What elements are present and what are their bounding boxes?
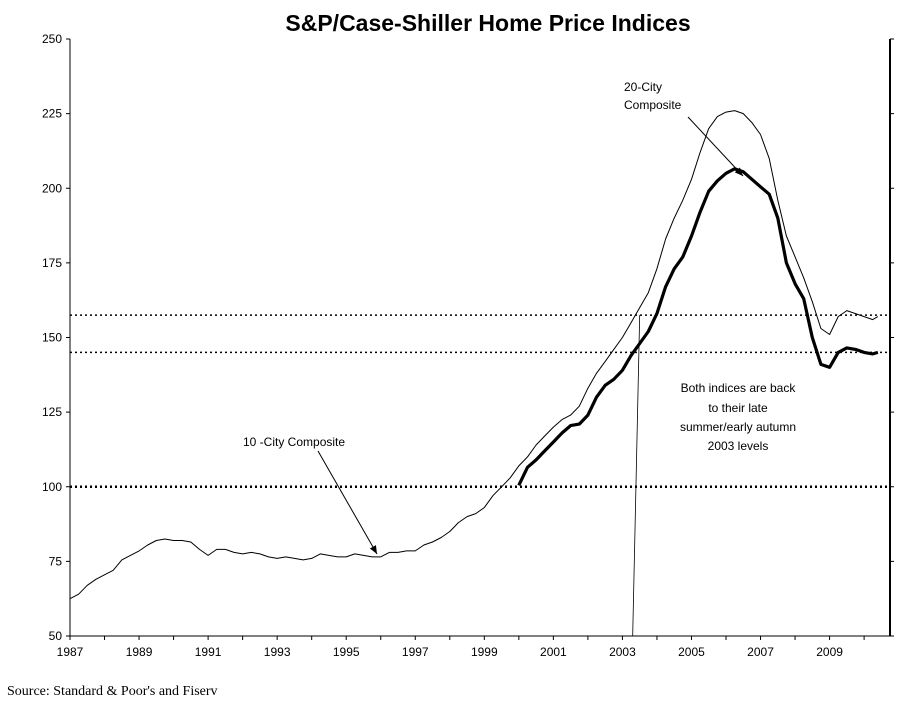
annotation-both-indices-line: summer/early autumn: [680, 420, 796, 434]
annotation-10-city: 10 -City Composite: [243, 435, 345, 449]
home-price-chart: S&P/Case-Shiller Home Price Indices 50 75…: [42, 10, 894, 659]
x-tick-label: 2009: [816, 645, 843, 659]
series-line-20-city: [517, 167, 879, 486]
y-tick-label: 225: [42, 107, 62, 121]
x-tick-label: 1987: [57, 645, 84, 659]
series-line-10-city: [69, 110, 879, 600]
y-tick-label: 50: [49, 629, 63, 643]
reference-line-vertical: [632, 315, 641, 637]
annotation-both-indices-line: to their late: [708, 401, 768, 415]
arrow-20-city: [687, 116, 744, 177]
y-tick-label: 150: [42, 331, 62, 345]
x-tick-label: 2007: [747, 645, 774, 659]
y-tick-label: 75: [49, 554, 63, 568]
arrow-10-city: [317, 450, 378, 555]
source-note: Source: Standard & Poor's and Fiserv: [7, 684, 218, 699]
plot-area: 50 75 100 125 150 175 200 225 250 1987 1989 1991 199…: [42, 32, 894, 659]
x-tick-label: 1999: [471, 645, 498, 659]
x-tick-label: 1993: [264, 645, 291, 659]
annotation-20-city-line1: 20-City: [624, 80, 662, 94]
x-tick-label: 1997: [402, 645, 429, 659]
annotation-20-city-line2: Composite: [624, 98, 682, 112]
chart-title: S&P/Case-Shiller Home Price Indices: [285, 10, 690, 36]
x-tick-label: 1995: [333, 645, 360, 659]
y-tick-label: 125: [42, 405, 62, 419]
x-tick-label: 1989: [126, 645, 153, 659]
annotation-both-indices-line: 2003 levels: [708, 439, 769, 453]
x-tick-label: 1991: [195, 645, 222, 659]
y-tick-label: 100: [42, 480, 62, 494]
y-tick-label: 175: [42, 256, 62, 270]
x-tick-label: 2001: [540, 645, 567, 659]
x-tick-label: 2003: [609, 645, 636, 659]
y-tick-label: 200: [42, 181, 62, 195]
annotation-both-indices-line: Both indices are back: [681, 381, 797, 395]
arrow-20-city-head: [734, 167, 743, 176]
arrow-10-city-head: [369, 545, 377, 554]
x-tick-label: 2005: [678, 645, 705, 659]
y-tick-label: 250: [42, 32, 62, 46]
